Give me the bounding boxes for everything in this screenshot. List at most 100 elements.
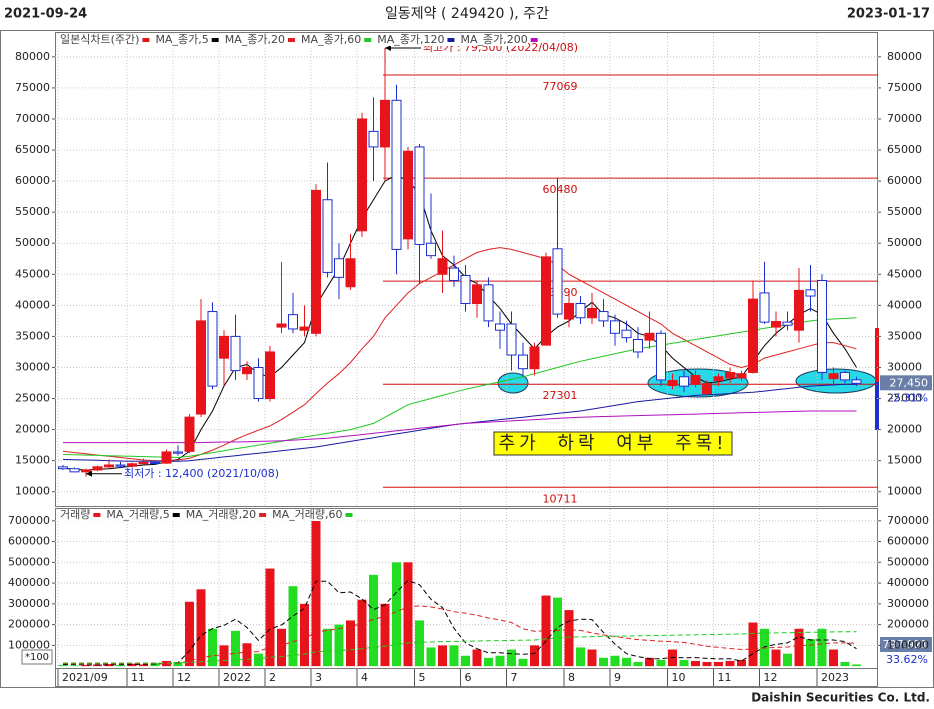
candle-body	[587, 307, 597, 319]
volume-bar	[139, 664, 148, 667]
y-tick-label: 50000	[887, 236, 922, 249]
candle-body	[564, 302, 574, 320]
volume-bar	[277, 628, 286, 667]
volume-bar	[599, 657, 608, 667]
candle-body	[633, 339, 643, 353]
ma-line	[62, 317, 857, 459]
candle-body	[621, 329, 632, 339]
footer: Daishin Securities Co. Ltd.	[751, 691, 930, 705]
y-tick-label: 35000	[15, 329, 50, 342]
candle-body	[840, 371, 850, 381]
volume-bar	[541, 595, 551, 667]
volume-bar	[116, 664, 125, 667]
legend-swatch	[142, 38, 150, 42]
candle-body	[667, 380, 678, 386]
candle-body	[736, 373, 747, 379]
legend-label: 일본식차트(주간)	[60, 32, 139, 46]
volume-last-label: 797,921	[883, 638, 929, 651]
candle-body	[299, 326, 310, 331]
x-tick-label: 11	[718, 671, 732, 684]
volume-bar	[587, 649, 597, 667]
y-tick-label: 15000	[15, 454, 50, 467]
change-bar-up	[875, 328, 879, 382]
candle-body	[771, 320, 781, 328]
y-tick-label: 25000	[15, 392, 50, 405]
volume-bar	[70, 665, 79, 667]
volume-bar	[219, 645, 229, 667]
candle-body	[483, 284, 494, 322]
y-tick-label: 100000	[8, 638, 50, 651]
candle-body	[173, 451, 183, 454]
volume-bar	[576, 647, 585, 667]
candle-body	[138, 462, 149, 465]
candle-body	[391, 99, 402, 250]
y-tick-label: 55000	[15, 205, 50, 218]
legend-label: MA_종가,120	[377, 33, 444, 46]
y-tick-label: 200000	[8, 618, 50, 631]
volume-bar	[852, 664, 861, 667]
candle-body	[782, 321, 793, 326]
y-tick-label: 10000	[15, 485, 50, 498]
x-tick-label: 10	[672, 671, 686, 684]
candle-body	[219, 335, 229, 359]
volume-bar	[311, 520, 321, 667]
reference-label: 77069	[543, 80, 578, 93]
y-tick-label: 50000	[15, 236, 50, 249]
candle-body	[150, 462, 160, 465]
y-tick-label: 500000	[8, 555, 50, 568]
candle-body	[380, 99, 390, 148]
volume-bar	[714, 661, 723, 667]
x-tick-label: 4	[361, 671, 368, 684]
volume-bar	[254, 653, 263, 667]
volume-bar	[162, 660, 171, 667]
y-tick-label: 60000	[887, 174, 922, 187]
volume-bar	[495, 655, 505, 667]
volume-bar	[323, 628, 332, 667]
y-tick-label: 30000	[887, 360, 922, 373]
volume-bar	[553, 597, 562, 667]
volume-bar	[403, 562, 413, 667]
candle-body	[828, 373, 839, 380]
volume-bar	[702, 661, 712, 667]
candle-body	[81, 469, 91, 473]
legend-label: MA_거래량,5	[106, 508, 169, 521]
candle-body	[230, 335, 241, 372]
ma-line	[62, 247, 857, 462]
volume-bar	[530, 645, 539, 667]
volume-bar	[449, 645, 459, 667]
volume-ma-line	[63, 605, 857, 665]
x-tick-label: 5	[419, 671, 426, 684]
last-price-label: 27,450	[890, 376, 929, 389]
candle-body	[184, 416, 195, 452]
reference-label: 10711	[543, 492, 578, 505]
volume-bar	[518, 658, 528, 667]
volume-bar	[438, 645, 447, 667]
highlight-ellipse	[795, 368, 877, 394]
y-tick-label: 20000	[15, 423, 50, 436]
y-tick-label: 300000	[8, 597, 50, 610]
y-tick-label: 70000	[887, 112, 922, 125]
x-tick-label: 12	[764, 671, 778, 684]
volume-bar	[415, 620, 424, 667]
x-tick-label: 9	[614, 671, 621, 684]
candle-body	[656, 332, 666, 381]
chart-title: 일동제약 ( 249420 ), 주간	[385, 6, 549, 22]
candle-body	[506, 323, 517, 356]
ma-line	[63, 410, 857, 444]
candle-body	[817, 279, 827, 373]
candle-body	[345, 258, 356, 288]
candle-body	[161, 451, 172, 464]
legend-label: MA_종가,5	[155, 33, 208, 46]
candle-body	[449, 267, 459, 281]
candle-body	[92, 466, 103, 471]
candle-body	[495, 323, 505, 331]
y-tick-label: 700000	[887, 514, 929, 527]
candle-body	[288, 314, 298, 330]
candle-body	[805, 289, 816, 297]
candle-body	[690, 375, 701, 385]
volume-bar	[58, 665, 68, 667]
change-bar-down	[875, 382, 879, 430]
y-tick-label: 45000	[887, 267, 922, 280]
